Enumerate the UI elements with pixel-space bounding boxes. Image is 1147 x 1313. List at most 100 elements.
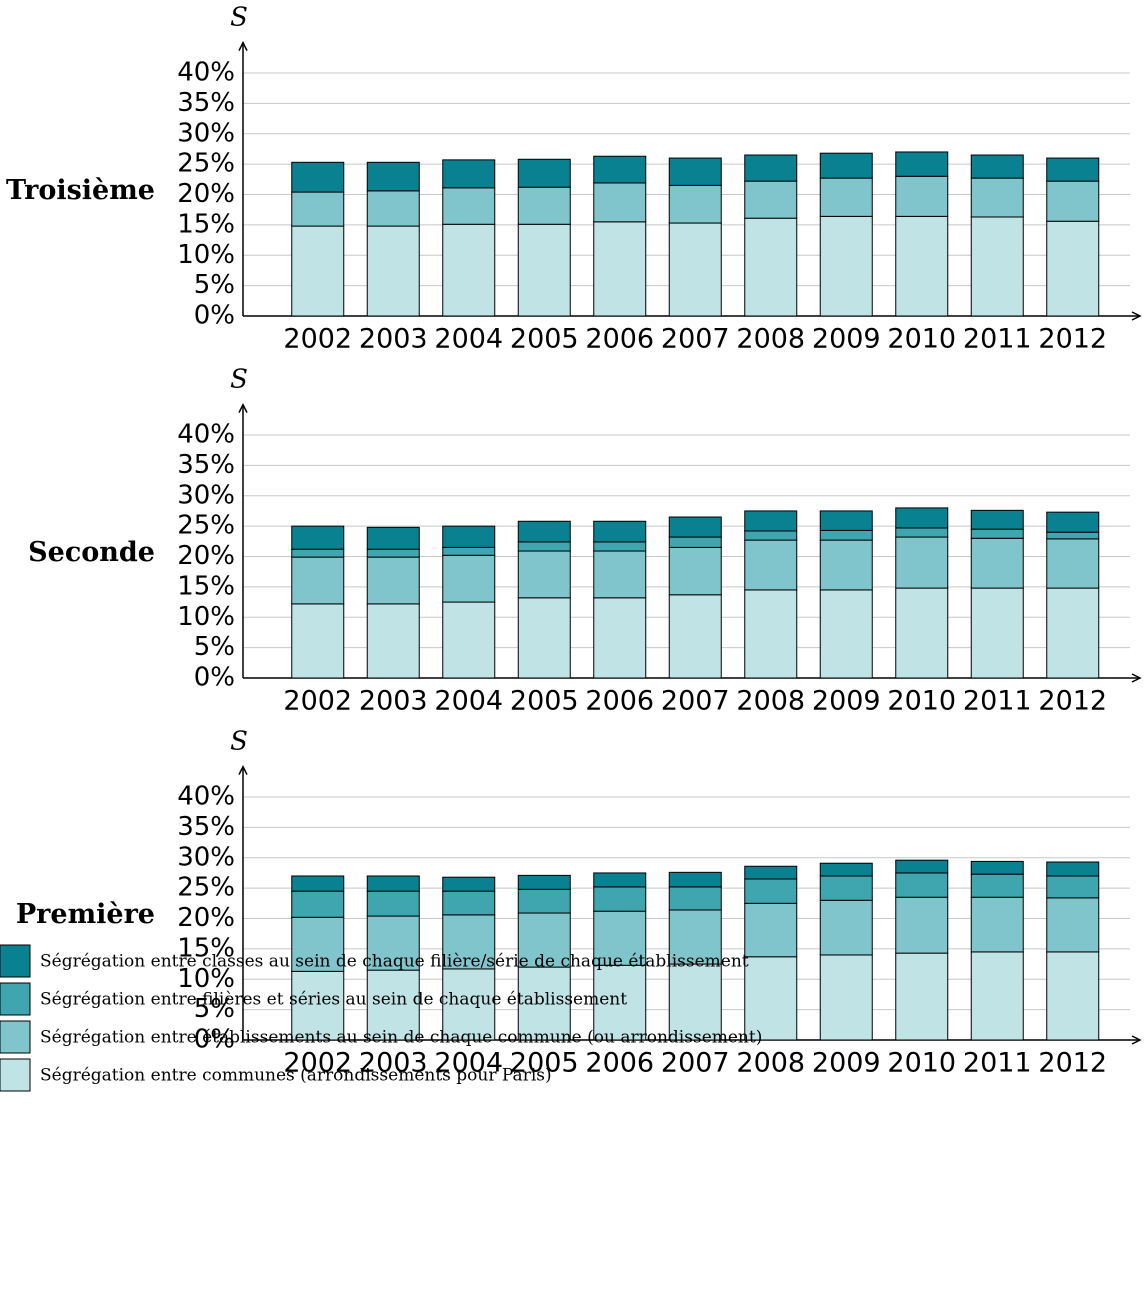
- bar-segment: [593, 910, 647, 966]
- bar-segment: [517, 158, 571, 188]
- bar-segment: [668, 594, 722, 679]
- bar-segment: [895, 536, 949, 589]
- bar-segment: [970, 873, 1024, 898]
- bar-segment: [366, 526, 420, 550]
- bar-segment: [593, 550, 647, 599]
- bar-segment: [517, 912, 571, 968]
- bar-segment: [744, 878, 798, 904]
- panel-title: Première: [16, 899, 155, 930]
- bar-segment: [895, 952, 949, 1041]
- bar-segment: [970, 177, 1024, 218]
- bar-segment: [744, 902, 798, 958]
- x-tick-label: 2003: [359, 324, 428, 355]
- x-tick-label: 2006: [585, 324, 654, 355]
- bar-segment: [291, 525, 345, 550]
- x-tick-label: 2006: [585, 1048, 654, 1079]
- x-tick-label: 2009: [812, 324, 881, 355]
- bar-segment: [517, 223, 571, 317]
- bar-segment: [366, 915, 420, 971]
- bar-segment: [970, 509, 1024, 530]
- bar-segment: [366, 875, 420, 892]
- bar-segment: [668, 963, 722, 1041]
- y-tick-label: 25%: [177, 511, 235, 541]
- bar-segment: [442, 554, 496, 603]
- bar-segment: [517, 520, 571, 543]
- y-tick-label: 15%: [177, 933, 235, 963]
- bar-segment: [1046, 587, 1100, 679]
- x-tick-label: 2011: [963, 1048, 1032, 1079]
- x-tick-label: 2006: [585, 686, 654, 717]
- bar-segment: [1046, 951, 1100, 1041]
- bar-segment: [668, 184, 722, 224]
- bar-segment: [970, 951, 1024, 1041]
- x-axis-arrow: [1131, 673, 1142, 683]
- bar-segment: [819, 875, 873, 901]
- y-tick-label: 10%: [177, 240, 235, 270]
- bar-segment: [366, 161, 420, 192]
- y-tick-label: 10%: [177, 964, 235, 994]
- x-tick-label: 2003: [359, 1048, 428, 1079]
- legend-label: Ségrégation entre filières et séries au …: [40, 990, 627, 1010]
- y-axis-arrow: [238, 402, 248, 413]
- x-tick-label: 2004: [434, 324, 503, 355]
- bar-segment: [895, 587, 949, 679]
- bar-segment: [593, 541, 647, 552]
- x-tick-label: 2008: [736, 686, 805, 717]
- bar-segment: [517, 888, 571, 914]
- y-tick-label: 30%: [177, 480, 235, 510]
- y-tick-label: 25%: [177, 873, 235, 903]
- y-tick-label: 40%: [177, 58, 235, 88]
- bar-segment: [668, 516, 722, 538]
- bar-segment: [668, 157, 722, 186]
- bar-segment: [819, 529, 873, 541]
- bar-segment: [442, 601, 496, 679]
- bar-segment: [442, 968, 496, 1041]
- bar-segment: [442, 890, 496, 916]
- y-tick-label: 0%: [194, 1025, 235, 1055]
- bar-segment: [517, 186, 571, 225]
- bar-segment: [744, 154, 798, 182]
- bar-segment: [291, 603, 345, 679]
- y-axis-label: S: [230, 365, 248, 395]
- y-axis-label: S: [230, 727, 248, 757]
- bar-segment: [819, 899, 873, 956]
- panel-title: Seconde: [28, 537, 155, 568]
- y-tick-label: 40%: [177, 782, 235, 812]
- bar-segment: [291, 161, 345, 193]
- bar-segment: [366, 225, 420, 317]
- bar-segment: [593, 155, 647, 184]
- bar-segment: [291, 916, 345, 972]
- bar-segment: [895, 872, 949, 898]
- bar-segment: [668, 536, 722, 548]
- bar-segment: [744, 589, 798, 679]
- bar-segment: [1046, 861, 1100, 877]
- x-tick-label: 2010: [887, 324, 956, 355]
- legend-swatch: [0, 1020, 31, 1054]
- x-axis-arrow: [1131, 311, 1142, 321]
- bar-segment: [1046, 897, 1100, 953]
- y-tick-label: 30%: [177, 118, 235, 148]
- bar-segment: [517, 541, 571, 552]
- y-tick-label: 5%: [194, 270, 235, 300]
- legend-label: Ségrégation entre classes au sein de cha…: [40, 952, 749, 972]
- bar-segment: [895, 151, 949, 177]
- bar-segment: [1046, 180, 1100, 222]
- bar-segment: [517, 874, 571, 890]
- legend-swatch: [0, 944, 31, 978]
- bar-segment: [1046, 538, 1100, 589]
- bar-segment: [970, 896, 1024, 953]
- bar-segment: [291, 191, 345, 227]
- bar-segment: [593, 886, 647, 912]
- x-tick-label: 2002: [283, 324, 352, 355]
- legend-swatch: [0, 1058, 31, 1092]
- x-tick-label: 2012: [1038, 686, 1107, 717]
- x-tick-label: 2011: [963, 324, 1032, 355]
- x-tick-label: 2012: [1038, 324, 1107, 355]
- bar-segment: [895, 175, 949, 217]
- bar-segment: [442, 914, 496, 970]
- bar-segment: [517, 597, 571, 679]
- panel-title: Troisième: [6, 175, 155, 206]
- x-tick-label: 2007: [661, 686, 730, 717]
- bar-segment: [366, 969, 420, 1041]
